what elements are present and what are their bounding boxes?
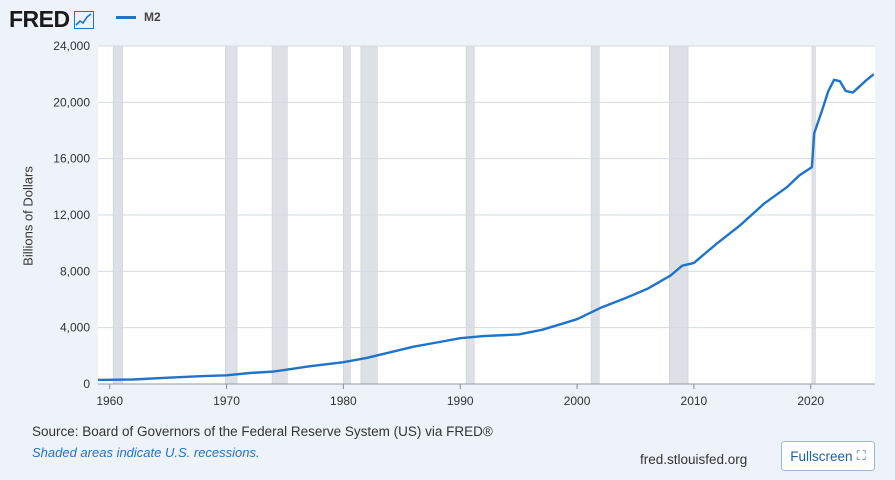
- y-tick-label: 20,000: [53, 95, 90, 109]
- y-tick-label: 16,000: [53, 152, 90, 166]
- expand-icon: ⛶: [856, 448, 866, 463]
- legend-swatch-m2: [116, 15, 136, 19]
- recession-note: Shaded areas indicate U.S. recessions.: [32, 445, 260, 460]
- fullscreen-button[interactable]: Fullscreen ⛶: [781, 441, 875, 471]
- fred-logo[interactable]: FRED: [9, 6, 94, 33]
- trend-line-icon: [73, 10, 94, 29]
- x-tick-label: 1990: [447, 394, 474, 408]
- site-url[interactable]: fred.stlouisfed.org: [640, 452, 748, 467]
- source-text: Source: Board of Governors of the Federa…: [32, 424, 493, 439]
- y-tick-label: 4,000: [60, 321, 90, 335]
- y-tick-label: 8,000: [60, 264, 90, 278]
- x-tick-label: 1960: [96, 394, 123, 408]
- x-tick-label: 2020: [797, 394, 824, 408]
- series-line-m2: [97, 73, 875, 382]
- x-tick-label: 1970: [213, 394, 240, 408]
- y-tick-label: 0: [83, 377, 90, 391]
- x-tick-label: 2000: [564, 394, 591, 408]
- fred-logo-text: FRED: [9, 6, 70, 32]
- fullscreen-label: Fullscreen: [790, 448, 853, 464]
- x-tick-label: 2010: [681, 394, 708, 408]
- legend-label-m2: M2: [144, 10, 161, 24]
- y-tick-label: 12,000: [53, 208, 90, 222]
- x-tick-label: 1980: [330, 394, 357, 408]
- y-tick-label: 24,000: [53, 39, 90, 53]
- line-chart: 0 4,000 8,000 12,000 16,000 20,000 24,000 1960 1…: [53, 39, 875, 408]
- chart-legend: M2: [116, 10, 161, 24]
